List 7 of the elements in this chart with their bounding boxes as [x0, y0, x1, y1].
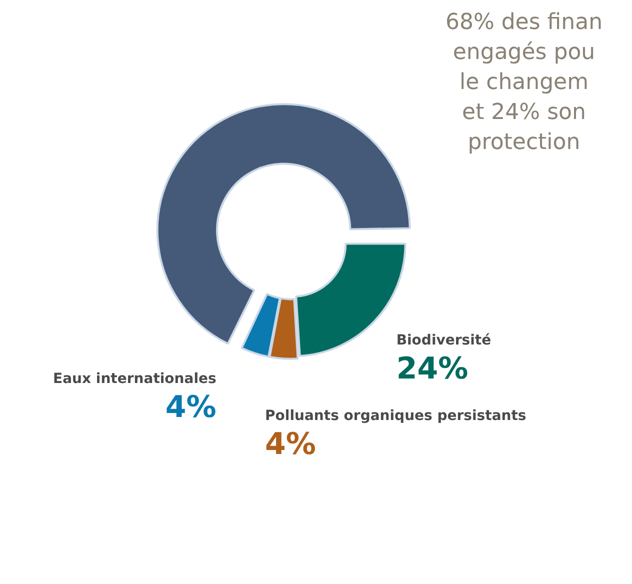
- chart-title: 68% des finan engagés pou le changem et 24% son protection: [444, 9, 604, 157]
- data-label: 24%: [396, 352, 468, 387]
- data-label: 4%: [265, 426, 316, 462]
- slice-label: Biodiversité: [396, 332, 492, 349]
- slice-label: Eaux internationales: [53, 371, 216, 388]
- data-label: 4%: [165, 390, 216, 426]
- slice-label: Polluants organiques persistants: [265, 408, 526, 424]
